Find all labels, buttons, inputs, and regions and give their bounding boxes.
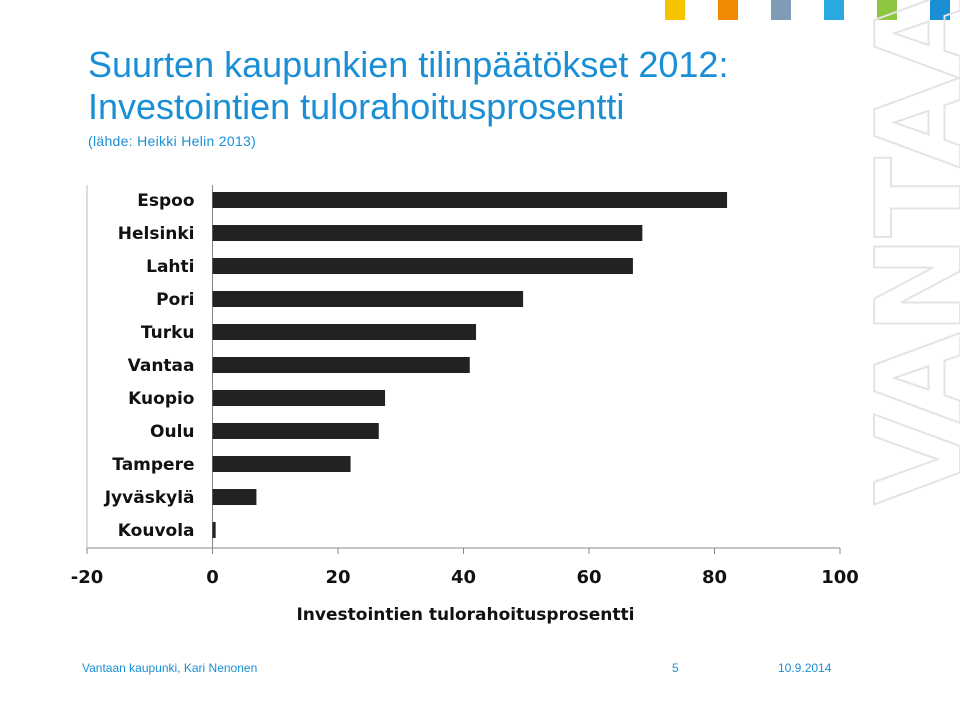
category-label: Kuopio xyxy=(128,389,194,409)
accent-squares xyxy=(660,0,960,20)
x-tick-label: 100 xyxy=(821,567,859,588)
bar-lahti xyxy=(212,258,633,274)
bar-jyväskylä xyxy=(212,489,257,505)
x-tick-label: 20 xyxy=(325,567,350,588)
footer-page-number: 5 xyxy=(672,661,679,675)
x-tick-label: 80 xyxy=(702,567,727,588)
bar-turku xyxy=(212,324,477,340)
footer-date: 10.9.2014 xyxy=(778,661,832,675)
x-tick-label: 60 xyxy=(576,567,601,588)
bar-oulu xyxy=(212,423,379,439)
category-label: Lahti xyxy=(146,257,194,277)
slide-title: Suurten kaupunkien tilinpäätökset 2012: … xyxy=(88,44,848,128)
accent-square xyxy=(877,0,897,20)
slide-title-line1: Suurten kaupunkien tilinpäätökset 2012: xyxy=(88,44,729,85)
slide-subtitle: (lähde: Heikki Helin 2013) xyxy=(88,133,257,149)
slide-title-line2: Investointien tulorahoitusprosentti xyxy=(88,86,625,127)
category-label: Espoo xyxy=(137,191,194,211)
category-label: Jyväskylä xyxy=(104,488,195,508)
accent-square xyxy=(718,0,738,20)
category-label: Vantaa xyxy=(128,356,195,376)
category-label: Oulu xyxy=(150,422,194,442)
category-label: Kouvola xyxy=(118,521,195,541)
bar-vantaa xyxy=(212,357,470,373)
accent-square xyxy=(824,0,844,20)
accent-square xyxy=(930,0,950,20)
category-label: Helsinki xyxy=(118,224,195,244)
bar-espoo xyxy=(212,192,728,208)
bar-kuopio xyxy=(212,390,386,406)
x-tick-label: 0 xyxy=(206,567,219,588)
category-label: Turku xyxy=(141,323,195,343)
bar-helsinki xyxy=(212,225,643,241)
footer-organization: Vantaan kaupunki, Kari Nenonen xyxy=(82,661,258,675)
bar-tampere xyxy=(212,456,351,472)
x-tick-label: -20 xyxy=(71,567,104,588)
accent-square xyxy=(665,0,685,20)
category-label: Tampere xyxy=(112,455,194,475)
x-axis-title: Investointien tulorahoitusprosentti xyxy=(296,605,634,625)
bar-kouvola xyxy=(212,522,216,538)
category-label: Pori xyxy=(156,290,194,310)
x-tick-label: 40 xyxy=(451,567,476,588)
accent-square xyxy=(771,0,791,20)
bar-pori xyxy=(212,291,524,307)
